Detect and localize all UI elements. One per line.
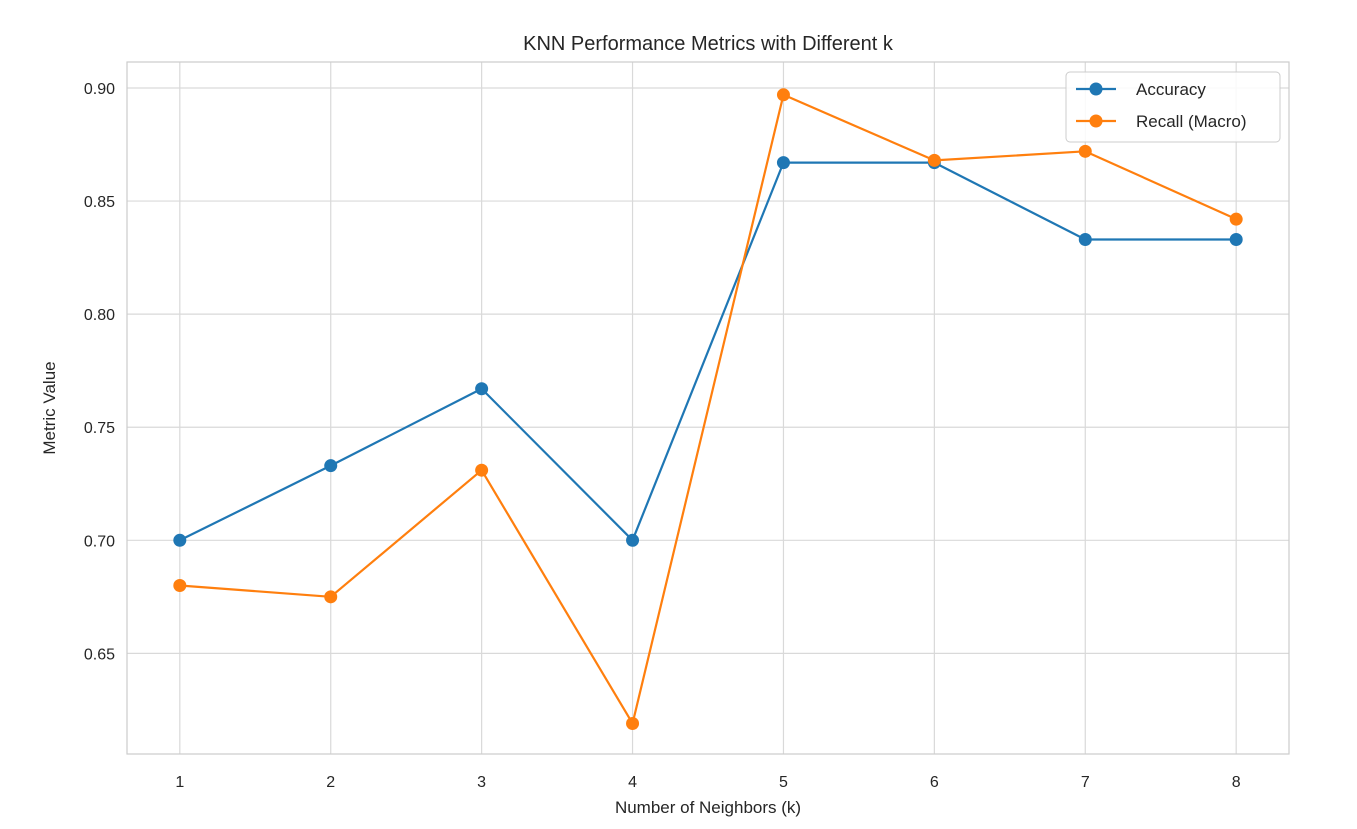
x-tick-label: 2 bbox=[326, 774, 335, 791]
x-tick-label: 1 bbox=[175, 774, 184, 791]
legend-label-recall: Recall (Macro) bbox=[1136, 112, 1247, 131]
data-point-accuracy bbox=[626, 533, 640, 547]
x-tick-label: 7 bbox=[1081, 774, 1090, 791]
legend-marker-recall bbox=[1089, 114, 1103, 128]
data-point-recall-macro bbox=[173, 579, 187, 593]
series-line-accuracy bbox=[179, 161, 1237, 542]
data-point-accuracy bbox=[1229, 233, 1243, 247]
data-point-recall-macro bbox=[324, 590, 338, 604]
y-axis-tick-labels: 0.65 0.70 0.75 0.80 0.85 0.90 bbox=[84, 81, 115, 663]
y-axis-title: Metric Value bbox=[40, 361, 59, 454]
x-tick-label: 4 bbox=[628, 774, 637, 791]
y-tick-label: 0.80 bbox=[84, 307, 115, 324]
x-tick-label: 5 bbox=[779, 774, 788, 791]
grid-lines bbox=[127, 62, 1289, 754]
x-tick-label: 6 bbox=[930, 774, 939, 791]
data-point-accuracy bbox=[324, 459, 338, 473]
data-point-recall-macro bbox=[1078, 144, 1092, 158]
x-axis-tick-labels: 1 2 3 4 5 6 7 8 bbox=[175, 774, 1240, 791]
x-tick-label: 8 bbox=[1232, 774, 1241, 791]
y-tick-label: 0.65 bbox=[84, 646, 115, 663]
legend: Accuracy Recall (Macro) bbox=[1065, 71, 1281, 143]
data-point-accuracy bbox=[776, 156, 790, 170]
x-axis-title: Number of Neighbors (k) bbox=[615, 798, 801, 817]
chart-title: KNN Performance Metrics with Different k bbox=[523, 33, 894, 55]
legend-label-accuracy: Accuracy bbox=[1136, 80, 1206, 99]
data-point-recall-macro bbox=[927, 153, 941, 167]
data-point-recall-macro bbox=[1229, 212, 1243, 226]
y-tick-label: 0.70 bbox=[84, 533, 115, 550]
data-point-recall-macro bbox=[626, 716, 640, 730]
plot-frame bbox=[126, 61, 1290, 755]
y-tick-label: 0.75 bbox=[84, 420, 115, 437]
legend-marker-accuracy bbox=[1089, 82, 1103, 96]
y-tick-label: 0.85 bbox=[84, 194, 115, 211]
series-line-recall-macro bbox=[179, 93, 1237, 725]
x-tick-label: 3 bbox=[477, 774, 486, 791]
data-point-recall-macro bbox=[475, 463, 489, 477]
data-point-accuracy bbox=[475, 382, 489, 396]
data-point-accuracy bbox=[173, 533, 187, 547]
data-point-accuracy bbox=[1078, 233, 1092, 247]
data-point-recall-macro bbox=[776, 88, 790, 102]
y-tick-label: 0.90 bbox=[84, 81, 115, 98]
legend-box bbox=[1065, 71, 1281, 143]
series-group bbox=[173, 88, 1243, 730]
